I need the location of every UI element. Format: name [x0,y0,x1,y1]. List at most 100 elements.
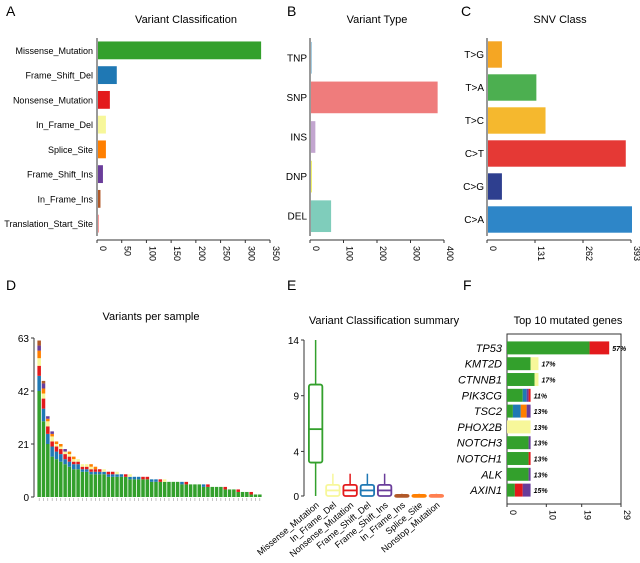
bar-c-a [488,206,632,233]
stacked-segment-missense-mutation [132,479,137,497]
stacked-segment-missense-mutation [50,456,54,497]
gene-percent-ctnnb1: 17% [541,378,556,385]
gene-percent-notch3: 13% [534,441,549,448]
stacked-segment-splice-site [46,418,50,422]
stacked-segment-missense-mutation [219,486,223,497]
y-tick-label: 0 [23,493,29,504]
stacked-segment-frame-shift-ins [63,449,67,452]
x-tick-label: 300 [412,246,422,261]
gene-segment-in-frame-del [534,373,539,386]
stacked-segment-missense-mutation [227,489,232,497]
y-tick-label: 0 [293,492,299,503]
stacked-segment-nonsense-mutation [141,476,145,480]
stacked-segment-in-frame-del [54,444,59,447]
stacked-segment-missense-mutation [67,466,72,497]
stacked-segment-nonsense-mutation [93,469,98,472]
x-tick-label: 200 [378,246,388,261]
x-tick-label: 19 [583,510,593,520]
stacked-segment-missense-mutation [119,476,124,497]
stacked-segment-in-frame-ins [37,340,41,346]
stacked-segment-nonsense-mutation [50,441,54,447]
gene-percent-tsc2: 13% [534,409,549,416]
stacked-segment-missense-mutation [128,479,132,497]
bar-t-g [488,41,502,68]
bar-translation-start-site [98,214,99,233]
x-tick-label: 100 [147,246,157,261]
gene-segment-missense-mutation [507,373,535,386]
stacked-segment-missense-mutation [145,479,150,497]
category-label-translation-start-site: Translation_Start_Site [4,219,93,229]
gene-segment-missense-mutation [507,467,529,481]
stacked-segment-missense-mutation [245,491,249,497]
stacked-segment-splice-site [37,350,41,359]
gene-segment-missense-mutation [507,357,531,371]
stacked-segment-frame-shift-del [84,469,89,472]
gene-segment-missense-mutation [507,341,590,355]
gene-segment-in-frame-del [507,420,531,434]
stacked-segment-missense-mutation [141,479,145,497]
stacked-segment-splice-site [93,466,98,470]
bar-dnp [311,160,312,193]
gene-label-pik3cg: PIK3CG [462,390,503,402]
stacked-segment-splice-site [72,456,76,460]
stacked-segment-missense-mutation [37,391,41,497]
bar-del [311,200,332,233]
stacked-segment-missense-mutation [102,474,106,497]
stacked-segment-missense-mutation [54,459,59,497]
gene-label-axin1: AXIN1 [469,485,502,497]
category-label-in-frame-ins: In_Frame_Ins [37,194,93,204]
bar-missense-mutation [98,41,262,60]
stacked-segment-nonsense-mutation [76,461,80,465]
stacked-segment-missense-mutation [249,494,253,497]
bar-ins [311,121,316,153]
stacked-segment-frame-shift-del [54,451,59,460]
title-variants-per-sample: Variants per sample [102,311,199,323]
bar-in-frame-del [98,115,106,134]
y-tick-label: 21 [18,440,30,451]
bar-in-frame-ins [98,189,101,208]
stacked-segment-missense-mutation [59,461,63,497]
title-snv-class: SNV Class [533,14,587,26]
bar-snp [311,81,438,114]
gene-percent-alk: 13% [534,472,549,479]
stacked-segment-missense-mutation [97,474,102,497]
stacked-segment-in-frame-del [84,464,89,467]
stacked-segment-missense-mutation [188,484,193,497]
stacked-segment-missense-mutation [258,494,262,497]
bar-tnp [311,41,312,74]
category-label-nonsense-mutation: Nonsense_Mutation [13,95,93,105]
x-tick-label: 0 [98,246,108,251]
x-tick-label: 262 [584,246,594,261]
panel-letter-a: A [6,3,16,19]
gene-label-tp53: TP53 [476,343,503,355]
gene-percent-axin1: 15% [534,488,549,495]
category-label-c-a: C>A [464,215,484,226]
title-top-10-mutated-genes: Top 10 mutated genes [514,315,623,327]
stacked-segment-missense-mutation [240,491,245,497]
stacked-segment-in-frame-del [50,436,54,442]
gene-label-alk: ALK [480,469,502,481]
panel-letter-c: C [461,3,471,19]
stacked-segment-missense-mutation [167,481,171,497]
y-tick-label: 4 [293,447,299,458]
stacked-segment-frame-shift-del [37,375,41,391]
stacked-segment-frame-shift-del [63,459,67,465]
x-tick-label: 0 [488,246,498,251]
stacked-segment-missense-mutation [193,484,197,497]
title-variant-type: Variant Type [347,14,408,26]
stacked-segment-frame-shift-del [154,479,158,482]
x-tick-label: 100 [345,246,355,261]
stacked-segment-in-frame-ins [41,380,46,384]
stacked-segment-nonsense-mutation [37,365,41,376]
gene-label-ctnnb1: CTNNB1 [458,375,502,387]
gene-segment-frame-shift-del [512,404,521,418]
panel-letter-d: D [6,277,16,293]
stacked-segment-missense-mutation [46,444,50,497]
stacked-segment-nonsense-mutation [110,471,115,475]
x-tick-label: 350 [271,246,281,261]
gene-percent-pik3cg: 11% [534,393,548,400]
stacked-segment-missense-mutation [214,486,219,497]
stacked-segment-nonsense-mutation [249,491,253,495]
stacked-segment-frame-shift-del [201,484,206,487]
gene-segment-missense-mutation [507,483,515,497]
